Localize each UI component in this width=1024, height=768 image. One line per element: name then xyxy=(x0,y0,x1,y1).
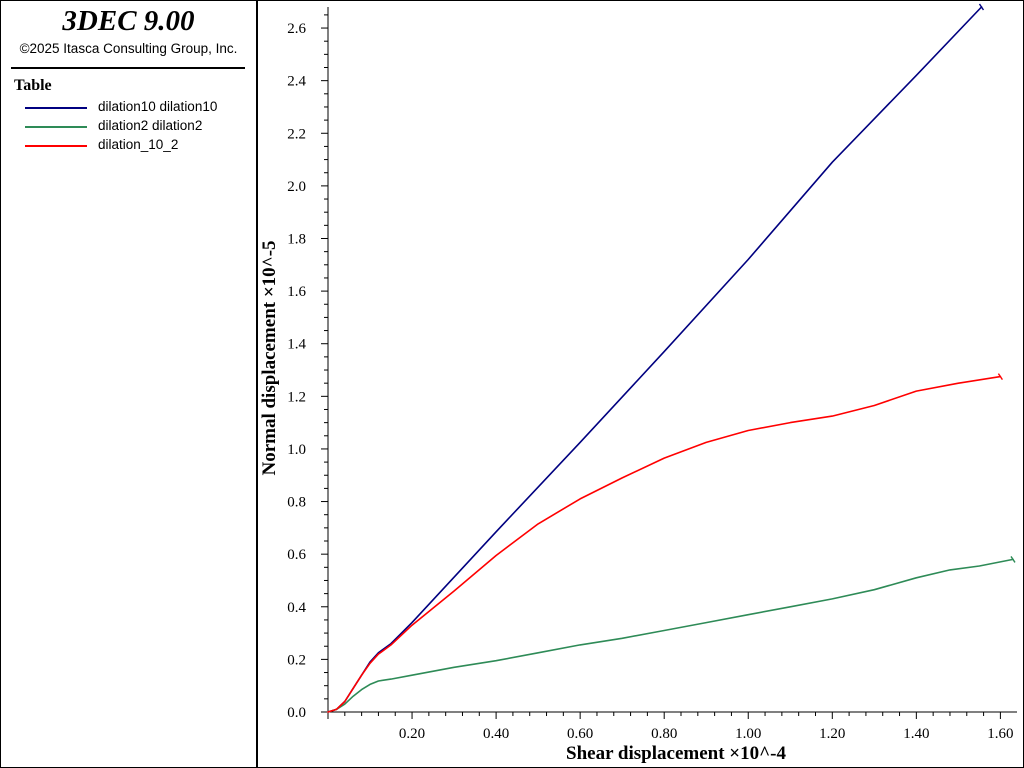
x-tick-label: 1.20 xyxy=(819,726,845,742)
copyright-text: ©2025 Itasca Consulting Group, Inc. xyxy=(19,41,238,56)
series-line-dilation2-dilation2 xyxy=(327,558,1014,713)
series-end-marker xyxy=(978,3,985,11)
y-axis-title: Normal displacement ×10^-5 xyxy=(259,240,280,475)
y-tick-label: 0.4 xyxy=(287,600,306,616)
axes: 0.0 0.2 0.4 0.6 0.8 1.0 1.2 1.4 1.6 1.8 2.0 2.2 2.4 2… xyxy=(287,7,1017,742)
y-tick-label: 1.4 xyxy=(287,337,306,353)
y-tick-label: 0.6 xyxy=(287,547,306,563)
x-tick-label: 0.80 xyxy=(651,726,677,742)
series-end-marker xyxy=(1010,556,1016,563)
legend-label-dilation2: dilation2 dilation2 xyxy=(98,118,203,133)
series-line-dilation-10-2 xyxy=(327,375,1002,713)
legend-item-dilation2: dilation2 dilation2 xyxy=(25,118,255,136)
x-tick-label: 1.40 xyxy=(903,726,929,742)
x-axis-title: Shear displacement ×10^-4 xyxy=(566,743,786,764)
y-tick-label: 2.4 xyxy=(287,74,306,90)
legend-swatch-dilation10 xyxy=(25,107,87,109)
legend-label-dilation10: dilation10 dilation10 xyxy=(98,99,218,114)
x-tick-label: 1.00 xyxy=(735,726,761,742)
series-line-dilation10-dilation10 xyxy=(327,6,983,713)
series-end-marker xyxy=(997,373,1003,380)
legend-swatch-dilation-10-2 xyxy=(25,145,87,147)
title-divider xyxy=(11,67,245,69)
legend-item-dilation10: dilation10 dilation10 xyxy=(25,99,255,117)
legend-item-dilation-10-2: dilation_10_2 xyxy=(25,137,255,155)
y-tick-label: 1.8 xyxy=(287,231,306,247)
series-layer xyxy=(327,3,1016,713)
app-title: 3DEC 9.00 xyxy=(62,5,195,37)
y-tick-label: 2.2 xyxy=(287,126,306,142)
y-tick-label: 0.8 xyxy=(287,495,306,511)
y-tick-label: 0.2 xyxy=(287,652,306,668)
y-tick-label: 1.2 xyxy=(287,389,306,405)
y-tick-label: 2.0 xyxy=(287,179,306,195)
y-tick-label: 0.0 xyxy=(287,705,306,721)
y-tick-label: 1.0 xyxy=(287,442,306,458)
x-tick-label: 0.60 xyxy=(567,726,593,742)
y-tick-label: 1.6 xyxy=(287,284,306,300)
y-tick-label: 2.6 xyxy=(287,21,306,37)
legend-label-dilation-10-2: dilation_10_2 xyxy=(98,137,179,152)
legend-title: Table xyxy=(14,77,52,94)
legend-panel: 3DEC 9.00 ©2025 Itasca Consulting Group,… xyxy=(1,1,258,767)
x-tick-label: 0.40 xyxy=(483,726,509,742)
x-tick-label: 1.60 xyxy=(987,726,1013,742)
legend-swatch-dilation2 xyxy=(25,126,87,128)
x-tick-label: 0.20 xyxy=(399,726,425,742)
